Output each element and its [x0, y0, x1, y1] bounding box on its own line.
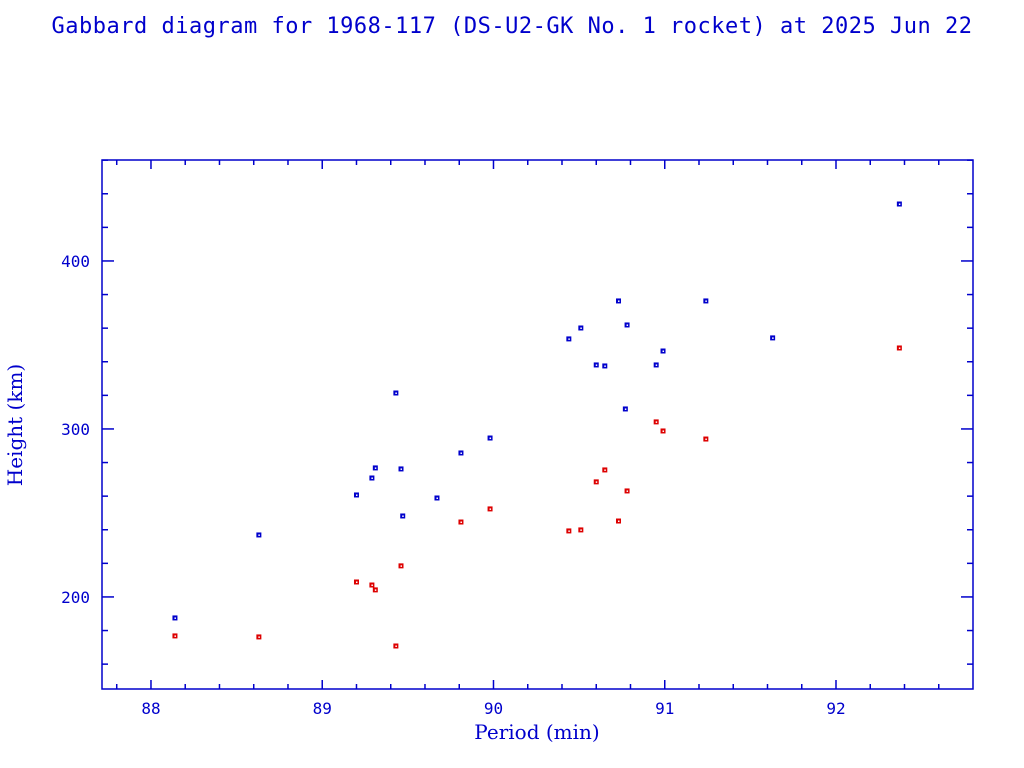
data-point-apogee [256, 532, 262, 538]
data-point-apogee [393, 390, 399, 396]
data-point-perigee [593, 479, 599, 485]
data-point-apogee [578, 325, 584, 331]
x-tick-label: 91 [655, 699, 674, 718]
data-point-apogee [372, 465, 378, 471]
data-point-perigee [653, 419, 659, 425]
data-point-apogee [593, 362, 599, 368]
axis-ticks: 88 89 90 91 92 200 300 400 [61, 159, 973, 718]
data-point-perigee [372, 587, 378, 593]
data-point-perigee [660, 428, 666, 434]
data-point-perigee [369, 582, 375, 588]
data-point-apogee [622, 406, 628, 412]
data-point-perigee [896, 345, 902, 351]
data-point-apogee [616, 298, 622, 304]
data-point-apogee [369, 475, 375, 481]
x-tick-label: 90 [484, 699, 503, 718]
data-point-apogee [400, 513, 406, 519]
data-point-apogee [458, 450, 464, 456]
data-point-perigee [602, 467, 608, 473]
y-tick-label: 400 [61, 252, 90, 271]
data-point-apogee [434, 495, 440, 501]
data-point-perigee [703, 436, 709, 442]
data-point-apogee [896, 201, 902, 207]
data-point-perigee [458, 519, 464, 525]
data-point-apogee [624, 322, 630, 328]
data-point-apogee [660, 348, 666, 354]
x-axis-label: Period (min) [474, 720, 599, 744]
chart-title: Gabbard diagram for 1968-117 (DS-U2-GK N… [51, 14, 973, 39]
data-point-perigee [393, 643, 399, 649]
data-points [172, 201, 902, 649]
data-point-apogee [566, 336, 572, 342]
data-point-apogee [353, 492, 359, 498]
data-point-apogee [770, 335, 776, 341]
data-point-apogee [172, 615, 178, 621]
data-point-apogee [653, 362, 659, 368]
data-point-perigee [353, 579, 359, 585]
data-point-perigee [487, 506, 493, 512]
data-point-perigee [624, 488, 630, 494]
data-point-apogee [602, 363, 608, 369]
data-point-perigee [398, 563, 404, 569]
data-point-perigee [616, 518, 622, 524]
data-point-perigee [566, 528, 572, 534]
data-point-apogee [398, 466, 404, 472]
data-point-perigee [578, 527, 584, 533]
data-point-apogee [487, 435, 493, 441]
data-point-perigee [172, 633, 178, 639]
y-axis-label: Height (km) [3, 364, 27, 486]
x-tick-label: 88 [141, 699, 160, 718]
plot-frame [101, 159, 974, 690]
x-tick-label: 89 [313, 699, 332, 718]
data-point-apogee [703, 298, 709, 304]
x-tick-label: 92 [826, 699, 845, 718]
y-tick-label: 300 [61, 420, 90, 439]
data-point-perigee [256, 634, 262, 640]
y-tick-label: 200 [61, 588, 90, 607]
